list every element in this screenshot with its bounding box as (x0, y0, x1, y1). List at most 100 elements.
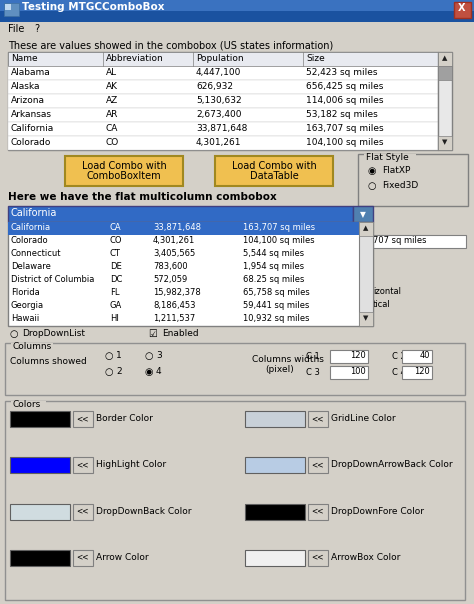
Text: ○: ○ (105, 367, 113, 377)
Bar (8, 52, 438, 150)
Text: tical: tical (373, 300, 391, 309)
Text: C 4: C 4 (392, 368, 406, 377)
Text: Arkansas: Arkansas (11, 110, 52, 119)
Text: 8,186,453: 8,186,453 (153, 301, 195, 310)
Text: Georgia: Georgia (11, 301, 44, 310)
Text: <<: << (77, 414, 89, 423)
Text: ▼: ▼ (442, 139, 447, 145)
Text: 104,100 sq miles: 104,100 sq miles (243, 236, 315, 245)
Text: DropDownArrowBack Color: DropDownArrowBack Color (331, 460, 453, 469)
Text: 4,301,261: 4,301,261 (153, 236, 195, 245)
Text: 656,425 sq miles: 656,425 sq miles (306, 82, 383, 91)
Text: ○: ○ (105, 351, 113, 361)
Text: 40: 40 (419, 351, 430, 360)
Text: 5,130,632: 5,130,632 (196, 96, 242, 105)
Text: 4,301,261: 4,301,261 (196, 138, 241, 147)
Text: X: X (458, 3, 466, 13)
Bar (359, 222, 373, 236)
Text: Connecticut: Connecticut (11, 249, 62, 258)
Text: FL: FL (110, 288, 119, 297)
Text: 53,182 sq miles: 53,182 sq miles (306, 110, 378, 119)
Text: CO: CO (106, 138, 119, 147)
Text: DE: DE (110, 262, 122, 271)
Bar (454, 2, 471, 18)
Text: ◉: ◉ (145, 367, 154, 377)
Text: 1,954 sq miles: 1,954 sq miles (243, 262, 304, 271)
Text: 5,544 sq miles: 5,544 sq miles (243, 249, 304, 258)
Text: CA: CA (106, 124, 118, 133)
Text: 707 sq miles: 707 sq miles (373, 236, 427, 245)
Text: ?: ? (34, 24, 39, 34)
Bar (215, 156, 333, 186)
Text: <<: << (77, 460, 89, 469)
Bar (5, 401, 465, 600)
Text: 15,982,378: 15,982,378 (153, 288, 201, 297)
Text: GA: GA (110, 301, 122, 310)
Text: <<: << (77, 507, 89, 515)
Text: ○: ○ (10, 329, 18, 339)
Text: 163,707 sq miles: 163,707 sq miles (306, 124, 383, 133)
Bar (4, 3, 19, 16)
Text: 104,100 sq miles: 104,100 sq miles (306, 138, 383, 147)
Bar (10, 550, 70, 566)
Text: Testing MTGCComboBox: Testing MTGCComboBox (22, 2, 164, 12)
Text: DropDownBack Color: DropDownBack Color (96, 507, 191, 515)
Text: California: California (11, 124, 54, 133)
Text: 163,707 sq miles: 163,707 sq miles (243, 223, 315, 232)
Bar (8, 66, 438, 80)
Bar (353, 206, 373, 222)
Text: Colorado: Colorado (11, 138, 51, 147)
Bar (65, 156, 183, 186)
Text: File: File (8, 24, 24, 34)
Text: 120: 120 (414, 367, 430, 376)
Bar (8, 206, 353, 222)
Text: 10,932 sq miles: 10,932 sq miles (243, 314, 310, 323)
Bar (11, 401, 46, 408)
Bar (10, 457, 70, 474)
Bar (73, 550, 93, 566)
Text: Alaska: Alaska (11, 82, 40, 91)
Bar (330, 350, 368, 363)
Text: 783,600: 783,600 (153, 262, 188, 271)
Bar (8, 94, 438, 108)
Text: Arizona: Arizona (11, 96, 45, 105)
Text: Border Color: Border Color (96, 414, 153, 423)
Bar (438, 52, 452, 150)
Text: Here we have the flat multicolumn combobox: Here we have the flat multicolumn combob… (8, 192, 277, 202)
Text: 33,871,648: 33,871,648 (196, 124, 247, 133)
Bar (438, 52, 452, 66)
Text: ArrowBox Color: ArrowBox Color (331, 553, 401, 562)
Text: Delaware: Delaware (11, 262, 51, 271)
Text: Load Combo with: Load Combo with (232, 161, 316, 171)
Text: 68.25 sq miles: 68.25 sq miles (243, 275, 304, 284)
Text: HI: HI (110, 314, 119, 323)
Text: Florida: Florida (11, 288, 40, 297)
Text: ▲: ▲ (363, 225, 369, 231)
Text: ComboBoxItem: ComboBoxItem (87, 171, 161, 181)
Bar (402, 350, 432, 363)
Text: 626,932: 626,932 (196, 82, 233, 91)
Text: izontal: izontal (373, 287, 401, 296)
Text: ◉: ◉ (368, 166, 376, 176)
Text: 2: 2 (116, 367, 122, 376)
Bar (359, 312, 373, 326)
Text: Columns showed: Columns showed (10, 357, 87, 366)
Text: Flat Style: Flat Style (366, 153, 409, 162)
Text: District of Columbia: District of Columbia (11, 275, 94, 284)
Text: 3: 3 (156, 351, 162, 360)
Bar (0, 22, 474, 36)
Text: ▼: ▼ (363, 315, 369, 321)
Text: ▼: ▼ (360, 210, 366, 219)
Bar (73, 504, 93, 519)
Text: (pixel): (pixel) (265, 365, 294, 374)
Text: 65,758 sq miles: 65,758 sq miles (243, 288, 310, 297)
Bar (358, 154, 468, 206)
Text: AL: AL (106, 68, 117, 77)
Bar (8, 108, 438, 122)
Text: These are values showed in the combobox (US states information): These are values showed in the combobox … (8, 40, 333, 50)
Bar (245, 457, 305, 474)
Bar (5, 4, 11, 10)
Text: 33,871,648: 33,871,648 (153, 223, 201, 232)
Text: Population: Population (196, 54, 244, 63)
Bar (402, 366, 432, 379)
